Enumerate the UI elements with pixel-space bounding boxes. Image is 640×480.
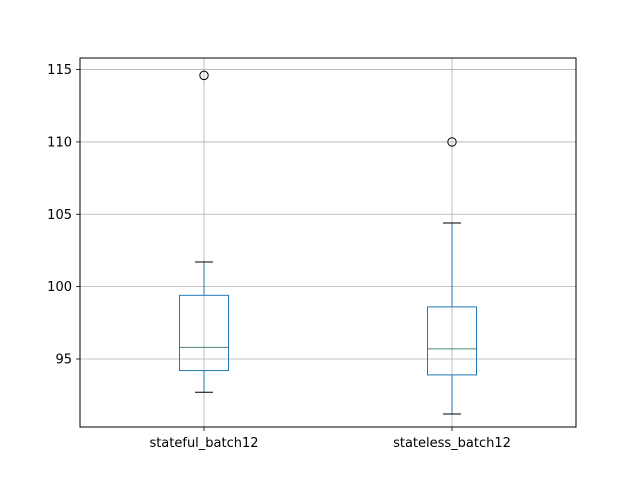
plot-frame — [79, 57, 577, 428]
y-tick-label: 115 — [47, 63, 72, 78]
x-tick-label: stateful_batch12 — [149, 436, 258, 451]
y-tick-label: 100 — [47, 280, 72, 295]
x-tick-label: stateless_batch12 — [393, 436, 511, 451]
iqr-box — [427, 306, 477, 376]
box-stateful_batch12 — [179, 70, 229, 393]
outlier-point — [199, 70, 209, 81]
axes: 95 100 105 110 115 stateful_batch12 stateless_… — [47, 63, 511, 451]
y-tick-label: 110 — [47, 135, 72, 150]
y-tick-label: 105 — [47, 208, 72, 223]
grid-lines — [80, 58, 576, 427]
y-tick-label: 95 — [55, 352, 72, 367]
boxes — [179, 70, 477, 415]
iqr-box — [179, 294, 229, 372]
outlier-point — [447, 137, 457, 147]
box-stateless_batch12 — [427, 137, 477, 415]
